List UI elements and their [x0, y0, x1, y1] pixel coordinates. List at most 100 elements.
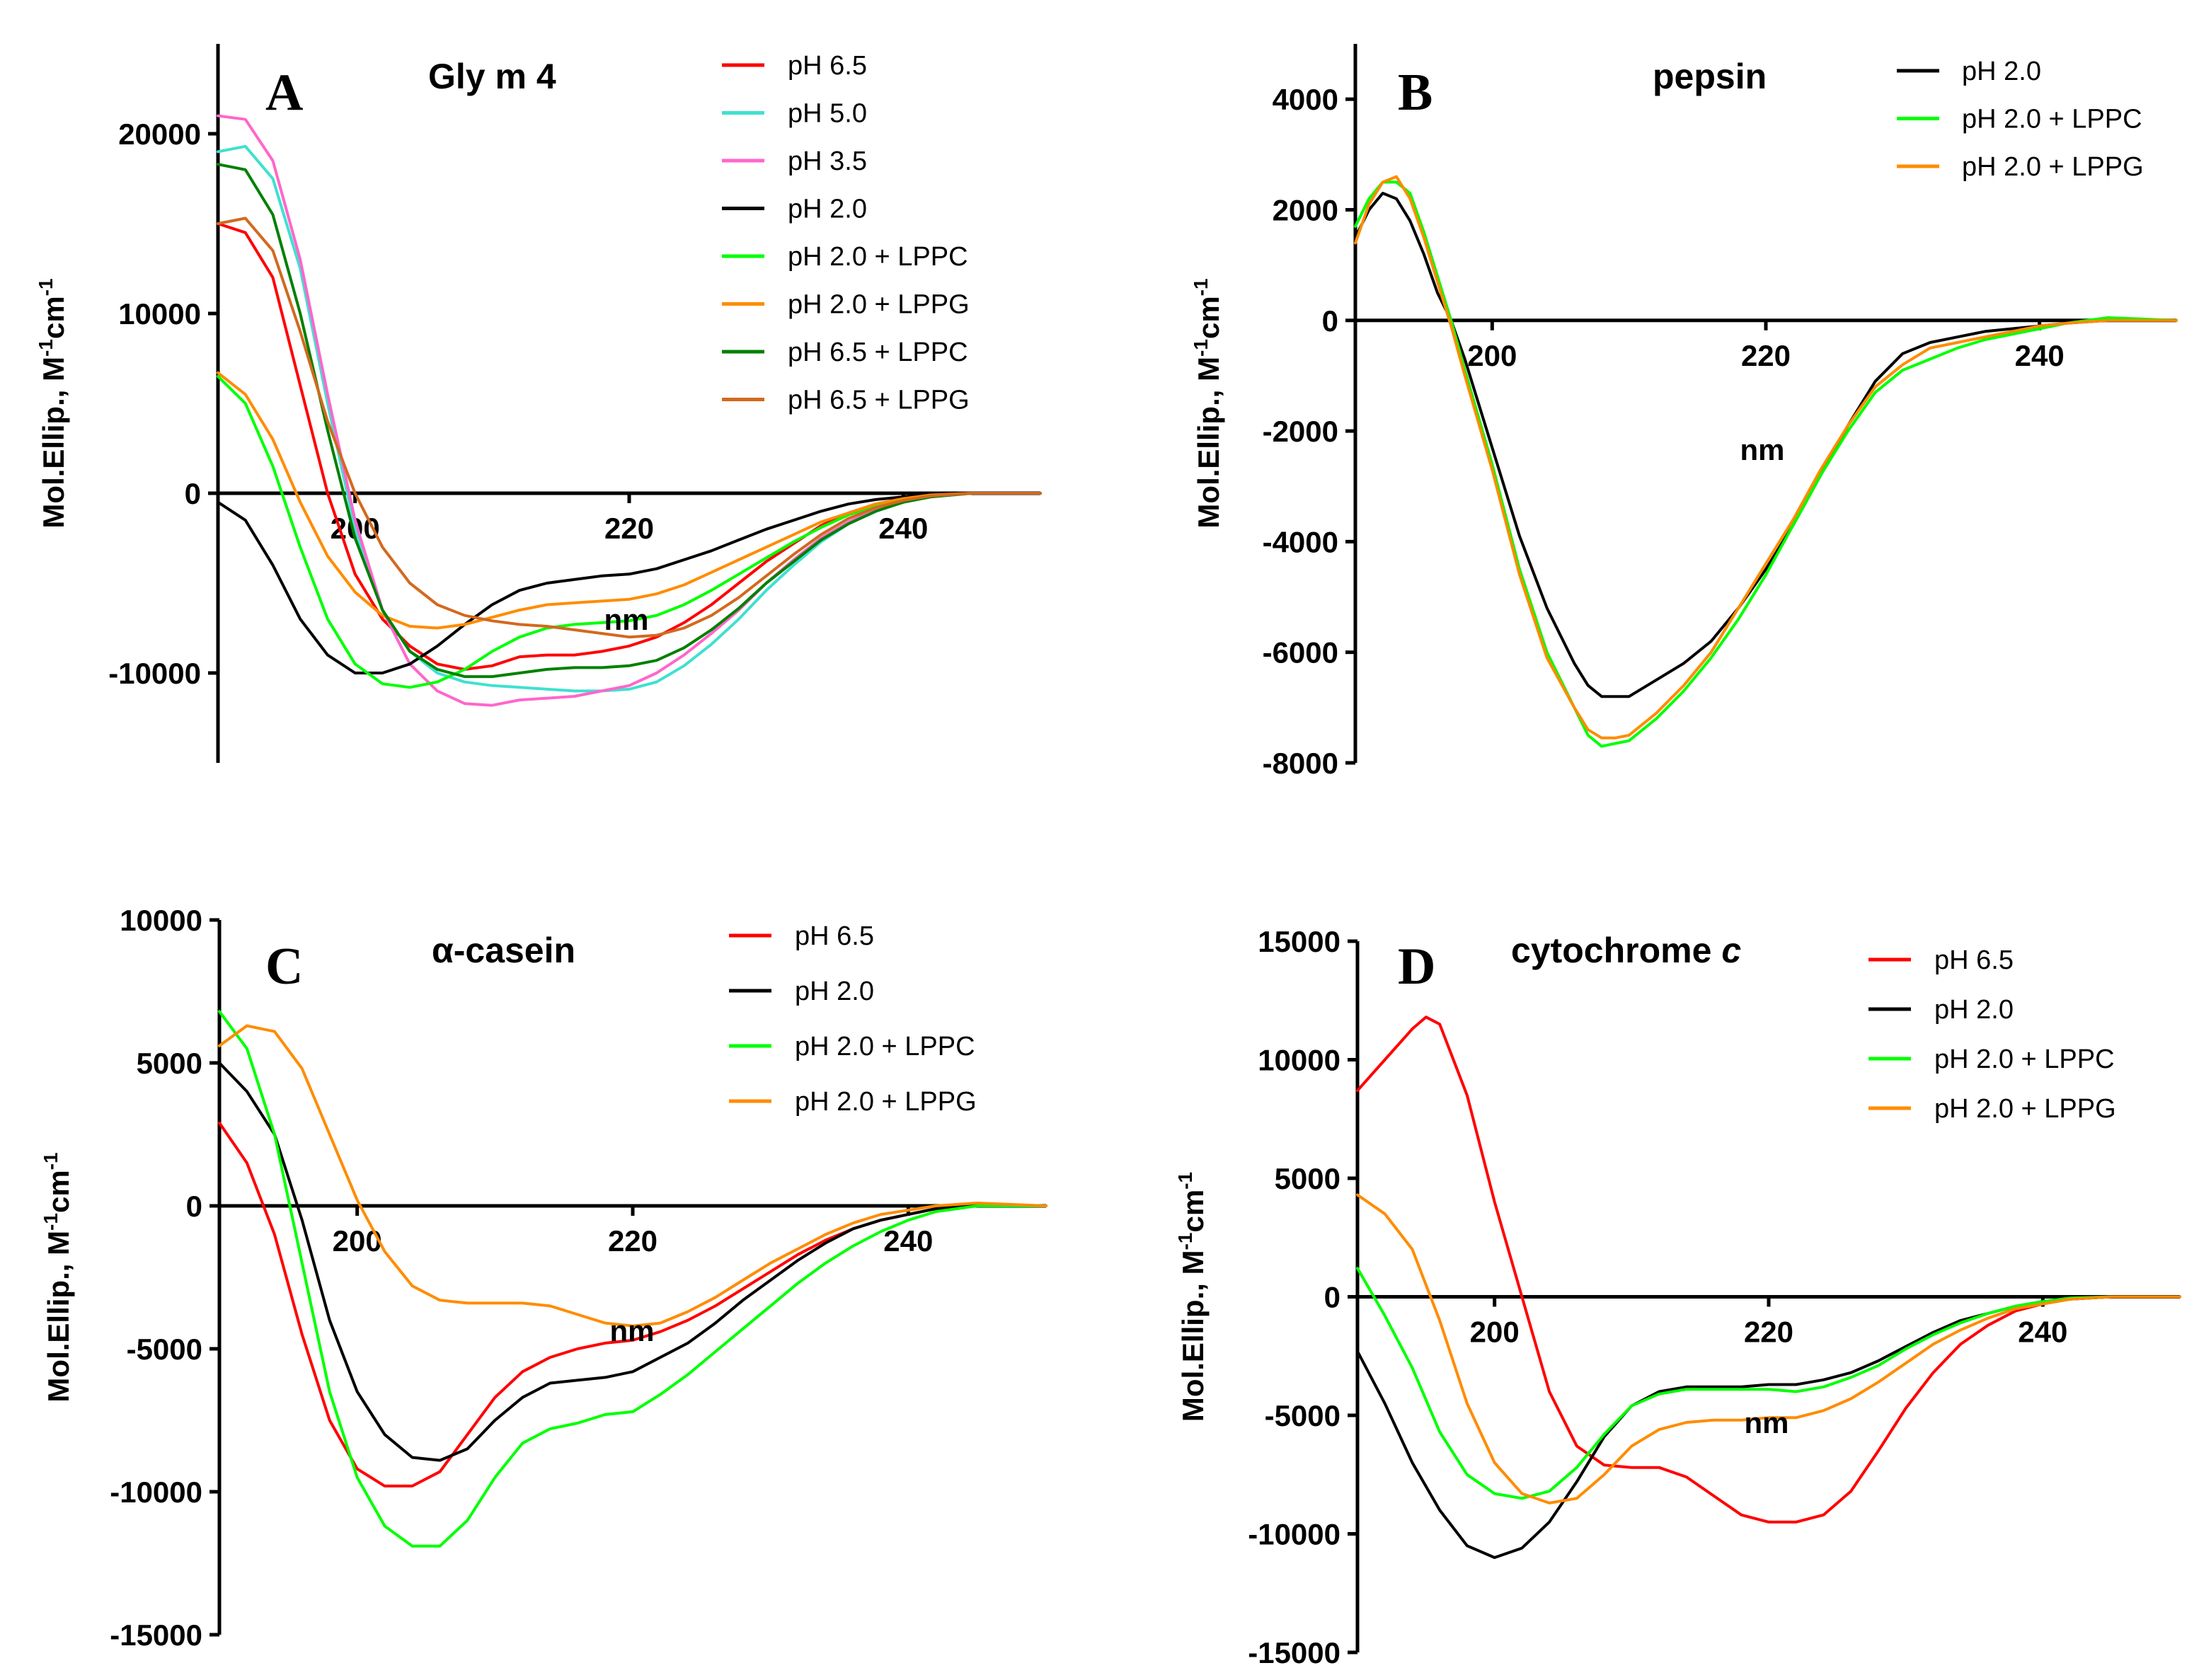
y-axis-label-sup: -1 — [35, 339, 57, 357]
chart-title-main: α-casein — [432, 931, 575, 970]
x-axis-label: nm — [604, 603, 649, 636]
legend-label: pH 2.0 + LPPC — [795, 1032, 975, 1061]
x-tick-label: 220 — [608, 1224, 658, 1258]
y-tick-label: 5000 — [1275, 1162, 1340, 1195]
y-tick-label: -15000 — [110, 1618, 202, 1652]
y-tick-label: -5000 — [1265, 1399, 1340, 1432]
y-axis-label: Mol.Ellip., M-1cm-1 — [35, 278, 70, 528]
series-line-ph-2-0-lppg — [217, 371, 1042, 630]
series-line-ph-2-0-lppg — [218, 1024, 1047, 1328]
x-tick-label: 220 — [1744, 1316, 1793, 1349]
y-tick-label: -4000 — [1263, 525, 1338, 558]
chart-panel-c: 10000 5000 0 -5000 -10000 -15000 200 220 240 nm Mo… — [40, 904, 1047, 1652]
x-tick-label: 240 — [2018, 1316, 2067, 1349]
y-axis-label-sup: -1 — [1174, 1172, 1196, 1190]
legend-label: pH 2.0 — [1962, 57, 2041, 86]
y-tick-label: 0 — [1324, 1281, 1340, 1314]
x-tick-label: 220 — [1741, 339, 1791, 372]
series-line-ph-2-0 — [1354, 192, 2178, 698]
y-axis-label-sup: -1 — [1190, 339, 1212, 357]
series-line-ph-2-0-lppc — [218, 1010, 1047, 1548]
legend-label: pH 6.5 + LPPC — [788, 338, 968, 367]
y-axis-label-unit: cm — [42, 1170, 75, 1213]
series-line-ph-6-5-lppc — [217, 163, 1042, 679]
series-line-ph-2-0-lppc — [217, 374, 1042, 689]
y-tick-label: -10000 — [108, 657, 201, 690]
y-axis-label: Mol.Ellip., M-1cm-1 — [1190, 278, 1225, 528]
chart-title: α-casein — [432, 931, 575, 970]
y-tick-label: -10000 — [110, 1475, 202, 1509]
legend: pH 6.5 pH 5.0 pH 3.5 pH 2.0 pH 2.0 + LPPC pH … — [722, 51, 970, 415]
x-tick-label: 200 — [333, 1224, 382, 1258]
legend-label: pH 5.0 — [788, 99, 867, 129]
y-axis-label-sup: -1 — [1190, 278, 1212, 296]
legend-label: pH 2.0 + LPPC — [1934, 1045, 2115, 1074]
y-tick-label: 2000 — [1273, 193, 1338, 226]
y-tick-label: 0 — [1322, 304, 1338, 338]
x-axis-label: nm — [1740, 433, 1785, 466]
legend-label: pH 2.0 + LPPG — [788, 290, 970, 320]
y-tick-label: -8000 — [1263, 747, 1338, 780]
legend-label: pH 6.5 + LPPG — [788, 386, 970, 415]
legend: pH 2.0 pH 2.0 + LPPC pH 2.0 + LPPG — [1897, 57, 2144, 182]
y-axis-label-main: Mol.Ellip., M — [1192, 357, 1225, 529]
y-tick-label: -10000 — [1248, 1518, 1340, 1551]
x-tick-label: 200 — [1467, 339, 1517, 372]
y-tick-label: 10000 — [120, 904, 202, 937]
x-tick-label: 200 — [1470, 1316, 1520, 1349]
x-axis-label: nm — [1745, 1406, 1789, 1439]
legend-label: pH 3.5 — [788, 146, 867, 176]
y-axis-label-sup: -1 — [35, 278, 57, 296]
y-tick-label: 10000 — [118, 297, 201, 330]
y-axis-label-sup: -1 — [40, 1152, 62, 1170]
y-axis-label-main: Mol.Ellip., M — [1176, 1250, 1210, 1422]
legend-label: pH 2.0 — [795, 977, 874, 1006]
series-line-ph-2-0-lppg — [1356, 1193, 2181, 1504]
legend-label: pH 2.0 — [1934, 995, 2014, 1025]
y-axis-label-main: Mol.Ellip., M — [37, 357, 70, 529]
series-line-ph-2-0-lppc — [1354, 180, 2178, 748]
series-line-ph-3-5 — [217, 114, 1042, 707]
y-tick-label: 15000 — [1258, 925, 1340, 958]
y-tick-label: 10000 — [1258, 1044, 1340, 1077]
y-axis-label-unit: cm — [37, 296, 70, 339]
series-line-ph-2-0 — [218, 1061, 1047, 1462]
y-tick-label: -2000 — [1263, 415, 1338, 448]
series-line-ph-2-0-lppc — [1356, 1267, 2181, 1500]
legend-label: pH 2.0 — [788, 195, 867, 224]
chart-title: Gly m 4 — [428, 57, 556, 96]
panel-letter: B — [1398, 64, 1432, 122]
y-tick-label: 0 — [185, 477, 201, 510]
x-tick-label: 220 — [604, 512, 654, 545]
panel-letter: A — [265, 64, 303, 122]
x-tick-label: 240 — [878, 512, 928, 545]
x-tick-label: 240 — [2015, 339, 2065, 372]
chart-title-italic: c — [1721, 931, 1741, 970]
series-line-ph-6-5-lppg — [217, 217, 1042, 639]
y-tick-label: 0 — [186, 1190, 202, 1223]
y-axis-label-sup: -1 — [1174, 1233, 1196, 1250]
series-line-ph-6-5 — [1356, 1016, 2181, 1524]
legend: pH 6.5 pH 2.0 pH 2.0 + LPPC pH 2.0 + LPPG — [729, 921, 977, 1117]
y-axis-label: Mol.Ellip., M-1cm-1 — [40, 1152, 75, 1402]
chart-title-main: cytochrome — [1511, 931, 1721, 970]
y-tick-label: -6000 — [1263, 636, 1338, 669]
legend-label: pH 2.0 + LPPG — [1934, 1094, 2116, 1124]
y-axis-label-unit: cm — [1192, 296, 1225, 339]
y-tick-label: 4000 — [1273, 83, 1338, 116]
y-tick-label: 5000 — [137, 1047, 202, 1080]
legend-label: pH 2.0 + LPPC — [1962, 105, 2142, 134]
series-line-ph-2-0 — [217, 492, 1042, 674]
legend: pH 6.5 pH 2.0 pH 2.0 + LPPC pH 2.0 + LPPG — [1868, 945, 2116, 1124]
legend-label: pH 2.0 + LPPG — [795, 1087, 977, 1117]
legend-label: pH 6.5 — [788, 51, 867, 81]
legend-label: pH 6.5 — [795, 921, 874, 951]
legend-label: pH 2.0 + LPPG — [1962, 152, 2144, 182]
chart-panel-b: 4000 2000 0 -2000 -4000 -6000 -8000 200 220 240 nm… — [1190, 44, 2178, 780]
y-axis-label: Mol.Ellip., M-1cm-1 — [1174, 1172, 1210, 1422]
panel-letter: D — [1398, 938, 1435, 996]
chart-title-main: Gly m 4 — [428, 57, 556, 96]
y-tick-label: -5000 — [127, 1333, 202, 1366]
